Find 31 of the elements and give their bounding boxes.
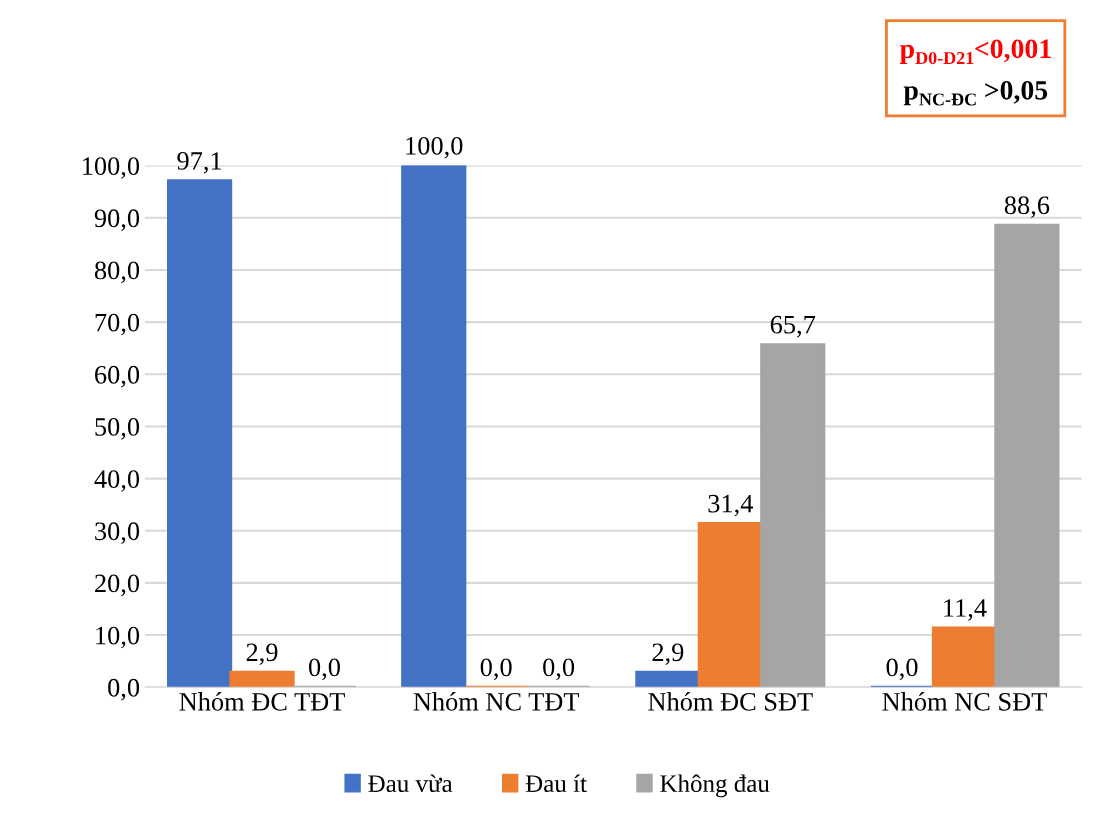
- x-tick-label: Nhóm ĐC SĐT: [648, 692, 813, 711]
- y-tick-label: 60,0: [95, 365, 140, 388]
- data-label: 0,0: [308, 658, 340, 681]
- x-tick-label: Nhóm NC SĐT: [882, 692, 1047, 711]
- data-label: 97,1: [177, 152, 222, 174]
- data-label: 31,4: [708, 494, 753, 517]
- y-tick-label: 30,0: [95, 522, 140, 544]
- y-tick-label: 100,0: [83, 157, 140, 179]
- data-label: 0,0: [886, 658, 918, 681]
- data-label: 0,0: [543, 658, 575, 681]
- data-label: 100,0: [406, 136, 463, 159]
- data-label: 2,9: [246, 643, 278, 665]
- y-tick-label: 50,0: [95, 418, 140, 440]
- data-label: 88,6: [1004, 196, 1050, 218]
- y-tick-label: 70,0: [95, 313, 140, 336]
- data-label: 2,9: [652, 643, 684, 665]
- data-label: 0,0: [480, 658, 512, 681]
- text: pNC-ĐC >0,05: [903, 80, 1048, 106]
- x-tick-label: Nhóm NC TĐT: [413, 692, 580, 711]
- legend-label: Đau vừa: [368, 774, 453, 793]
- x-tick-label: Nhóm ĐC TĐT: [179, 692, 345, 711]
- y-tick-label: 10,0: [96, 626, 140, 649]
- y-tick-label: 20,0: [95, 574, 140, 597]
- y-tick-label: 80,0: [94, 261, 140, 284]
- legend-label: Đau ít: [525, 774, 587, 793]
- y-tick-label: 90,0: [94, 209, 140, 231]
- data-label: 65,7: [770, 315, 816, 338]
- legend-label: Không đau: [660, 774, 770, 798]
- y-tick-label: 0,0: [108, 678, 140, 701]
- y-tick-label: 40,0: [94, 470, 140, 492]
- data-label: 11,4: [944, 599, 987, 621]
